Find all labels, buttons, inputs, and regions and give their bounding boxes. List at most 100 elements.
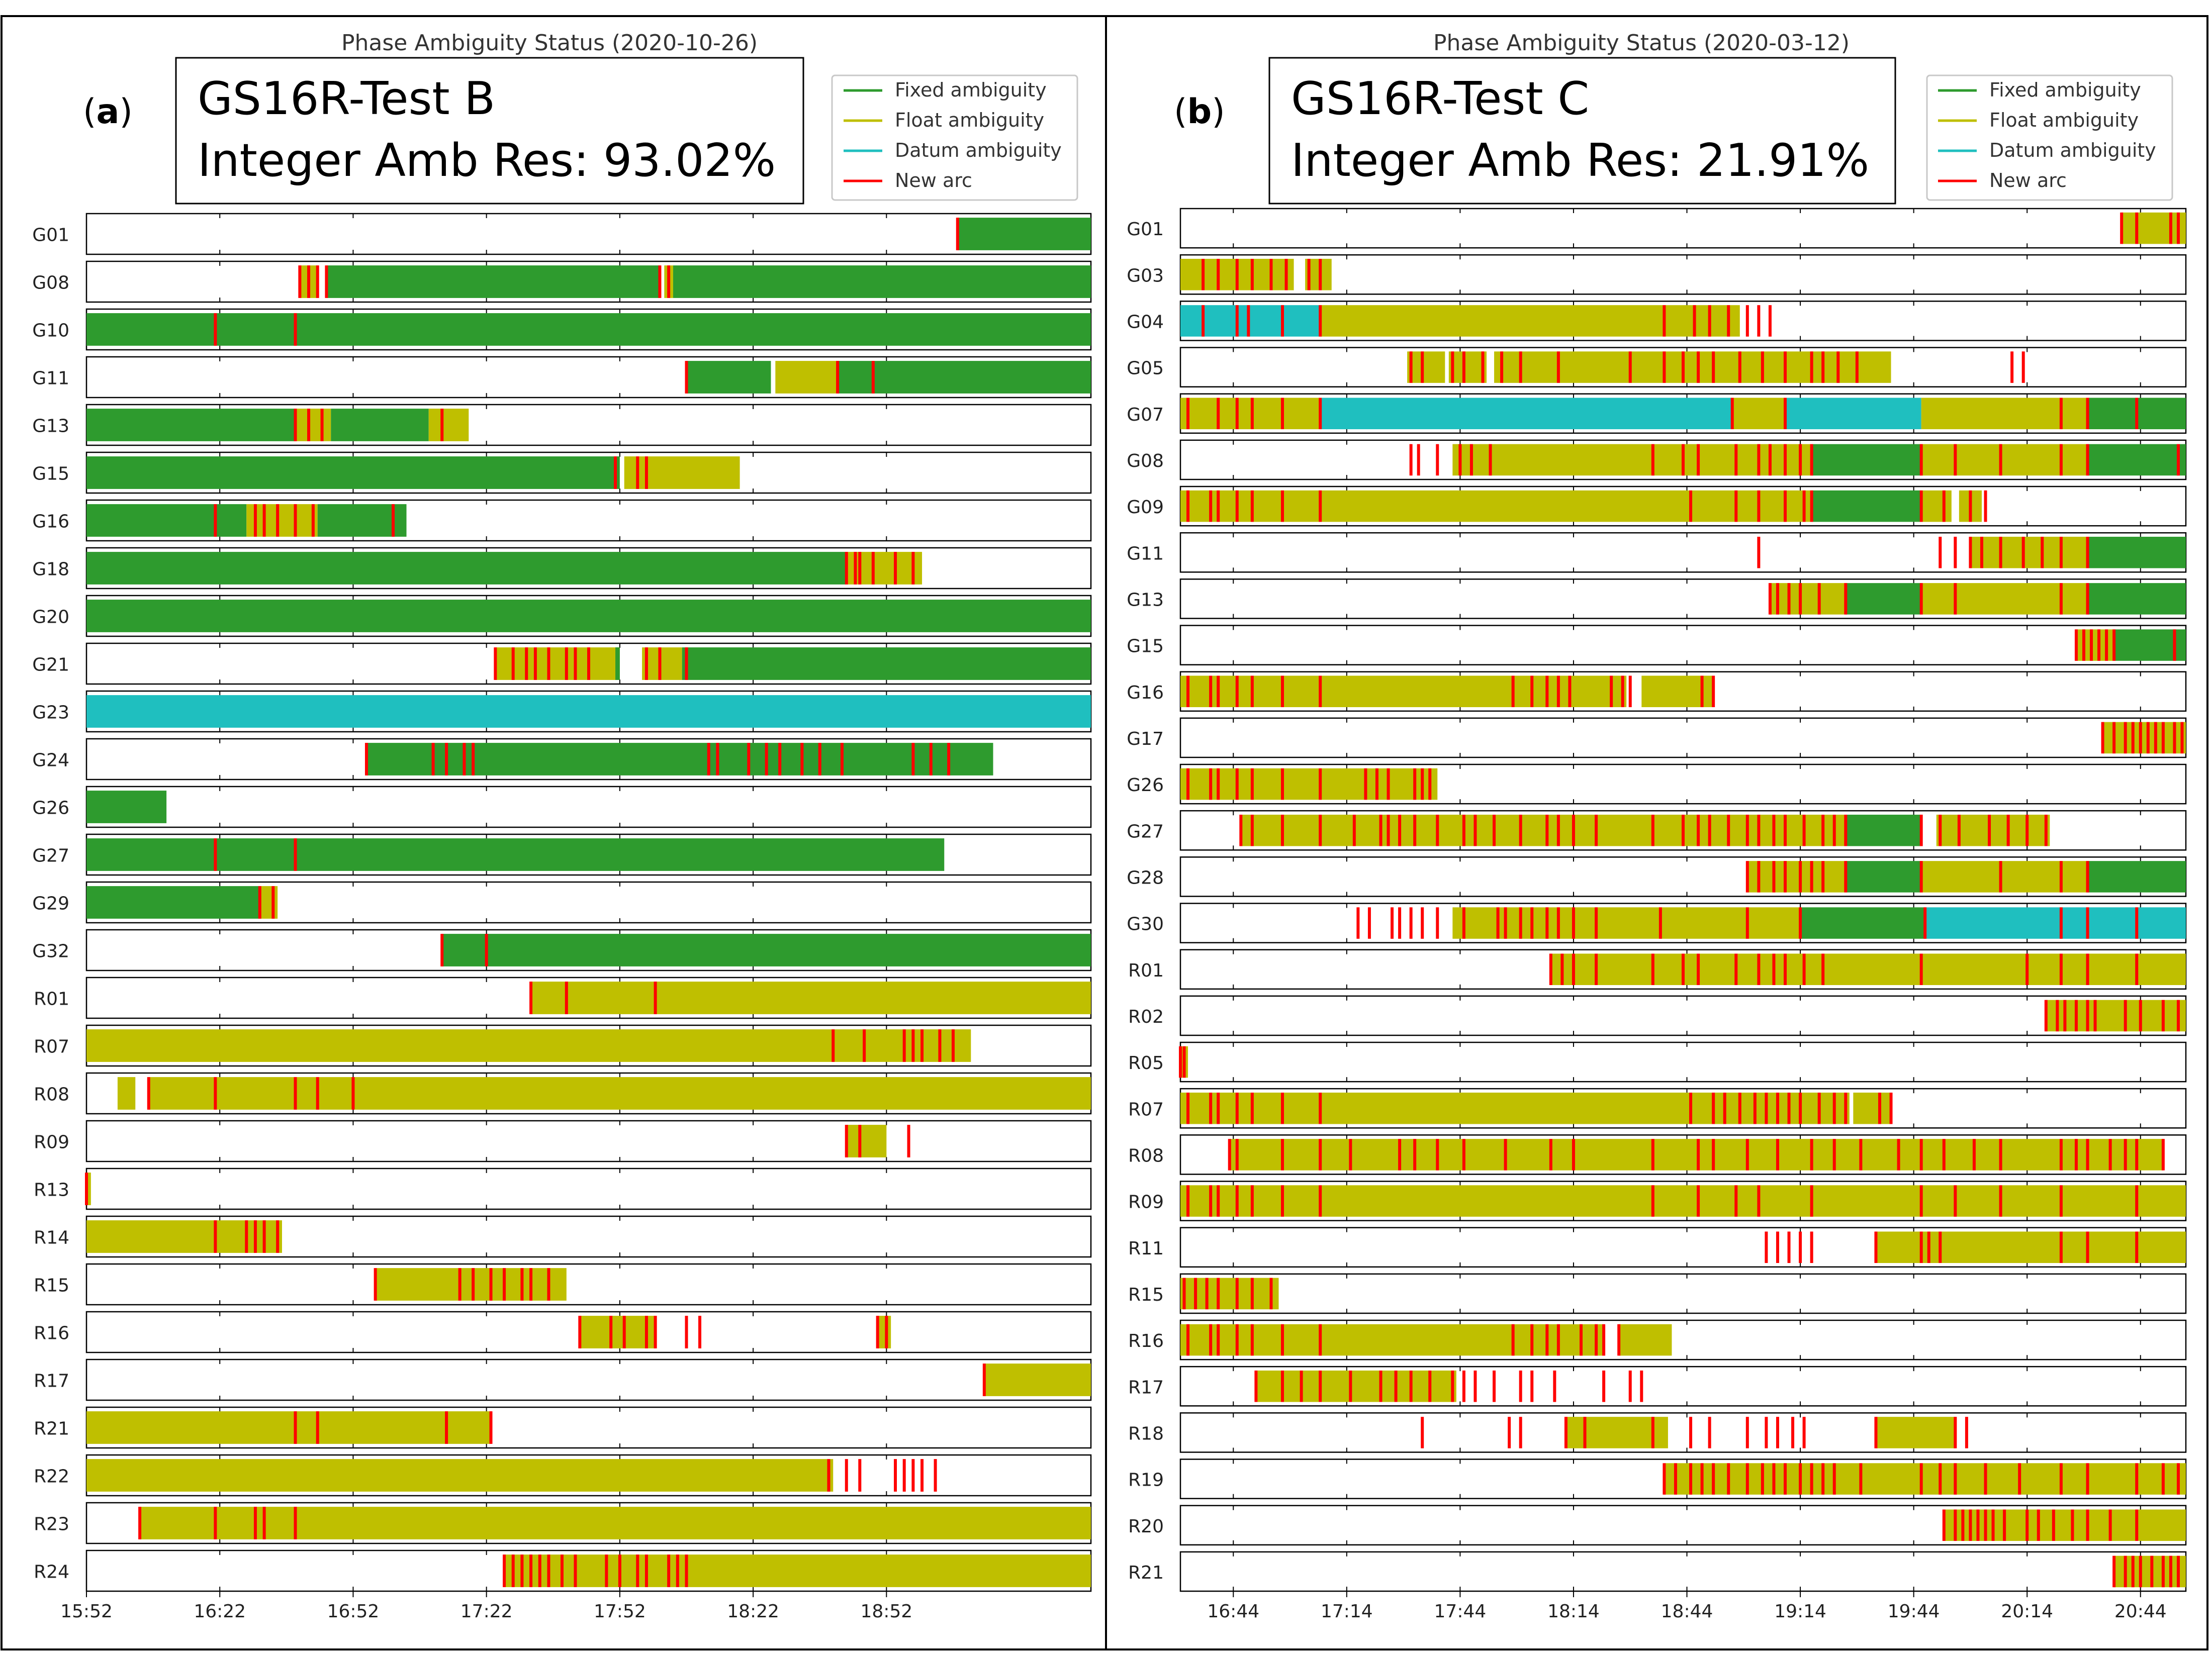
new-arc-marker [1682,351,1685,383]
satellite-label: G15 [1127,636,1164,657]
satellite-row: R16 [1128,1319,2187,1360]
ambiguity-segment-float [1921,444,2088,476]
new-arc-marker [214,1220,217,1253]
new-arc-marker [1602,1370,1606,1402]
new-arc-marker [2086,398,2089,430]
new-arc-marker [1349,1370,1352,1402]
new-arc-marker [885,1316,888,1348]
satellite-row: R15 [34,1263,1092,1306]
x-tick-label: 18:22 [727,1601,779,1622]
new-arc-marker [2059,953,2063,986]
satellite-label: R09 [34,1132,69,1153]
new-arc-marker [1810,1185,1813,1217]
new-arc-marker [636,1554,639,1587]
new-arc-marker [827,1459,831,1492]
ambiguity-segment-float [531,982,1091,1014]
new-arc-marker [1436,444,1439,476]
new-arc-marker [1965,1417,1968,1448]
new-arc-marker [1602,1324,1606,1356]
satellite-label: R14 [34,1228,69,1248]
new-arc-marker [1202,305,1205,337]
new-arc-marker [1428,1370,1432,1402]
new-arc-marker [1734,1185,1738,1217]
satellite-label: G27 [1127,821,1164,842]
new-arc-marker [1855,351,1859,383]
new-arc-marker [1217,768,1220,800]
ambiguity-segment-datum [86,695,1091,728]
new-arc-marker [2018,1463,2021,1495]
new-arc-marker [1772,861,1776,893]
new-arc-marker [1281,814,1284,846]
ambiguity-segment-fixed [615,647,620,680]
satellite-row: G09 [1127,485,2187,527]
new-arc-marker [276,1220,280,1253]
new-arc-marker [1387,814,1390,846]
ambiguity-segment-float [1180,768,1438,800]
new-arc-marker [2059,583,2063,615]
satellite-label: R15 [1128,1285,1164,1305]
new-arc-marker [1519,907,1522,939]
ambiguity-segment-float [846,1125,887,1157]
new-arc-marker [1651,1139,1654,1171]
new-arc-marker [2124,1000,2127,1032]
ambiguity-segment-float [580,1316,656,1348]
new-arc-marker [1957,814,1961,846]
new-arc-marker [1919,814,1923,846]
new-arc-marker [538,1554,541,1587]
new-arc-marker [1761,351,1764,383]
new-arc-marker [2154,722,2157,754]
new-arc-marker [1768,444,1772,476]
satellite-row: R11 [1128,1227,2187,1268]
new-arc-marker [1545,907,1549,939]
new-arc-marker [511,1554,515,1587]
new-arc-marker [1250,1324,1254,1356]
ambiguity-segment-float [775,361,838,394]
new-arc-marker [1462,351,1465,383]
new-arc-marker [845,1459,848,1492]
new-arc-marker [2112,722,2116,754]
new-arc-marker [1436,907,1439,939]
new-arc-marker [298,265,302,298]
new-arc-marker [2025,814,2029,846]
new-arc-marker [1651,953,1654,986]
satellite-label: R17 [34,1371,69,1392]
new-arc-marker [2021,351,2025,383]
new-arc-marker [1810,861,1813,893]
satellite-row: G16 [32,499,1092,542]
new-arc-marker [1832,1463,1836,1495]
new-arc-marker [1235,1185,1239,1217]
new-arc-marker [1972,1139,1976,1171]
new-arc-marker [1919,1139,1923,1171]
new-arc-marker [2074,629,2078,661]
new-arc-marker [1451,351,1454,383]
panel-b-x-axis: 16:44 17:14 17:44 18:14 18:44 19:14 19:44 20:14… [1207,1591,2167,1622]
ambiguity-segment-float [1936,814,2050,846]
new-arc-marker [2131,722,2135,754]
satellite-label: R01 [34,989,69,1010]
new-arc-marker [2086,1000,2089,1032]
new-arc-marker [2124,722,2127,754]
ambiguity-segment-float [877,1316,891,1348]
new-arc-marker [325,265,328,298]
new-arc-marker [1217,258,1220,290]
new-arc-marker [489,1268,493,1301]
new-arc-marker [529,1554,533,1587]
new-arc-marker [1417,444,1420,476]
new-arc-marker [574,1554,577,1587]
legend-float-label: Float ambiguity [895,109,1044,131]
new-arc-marker [836,361,840,394]
new-arc-marker [1784,953,1787,986]
new-arc-marker [1235,305,1239,337]
new-arc-marker [1209,675,1213,708]
new-arc-marker [262,504,266,537]
ambiguity-segment-float [1448,351,1487,383]
new-arc-marker [1209,1092,1213,1124]
new-arc-marker [1595,907,1598,939]
satellite-row: G15 [1127,625,2187,665]
new-arc-marker [445,1411,448,1444]
new-arc-marker [587,647,590,680]
new-arc-marker [2135,398,2139,430]
new-arc-marker [654,1316,657,1348]
new-arc-marker [253,1507,257,1539]
new-arc-marker [1663,305,1666,337]
